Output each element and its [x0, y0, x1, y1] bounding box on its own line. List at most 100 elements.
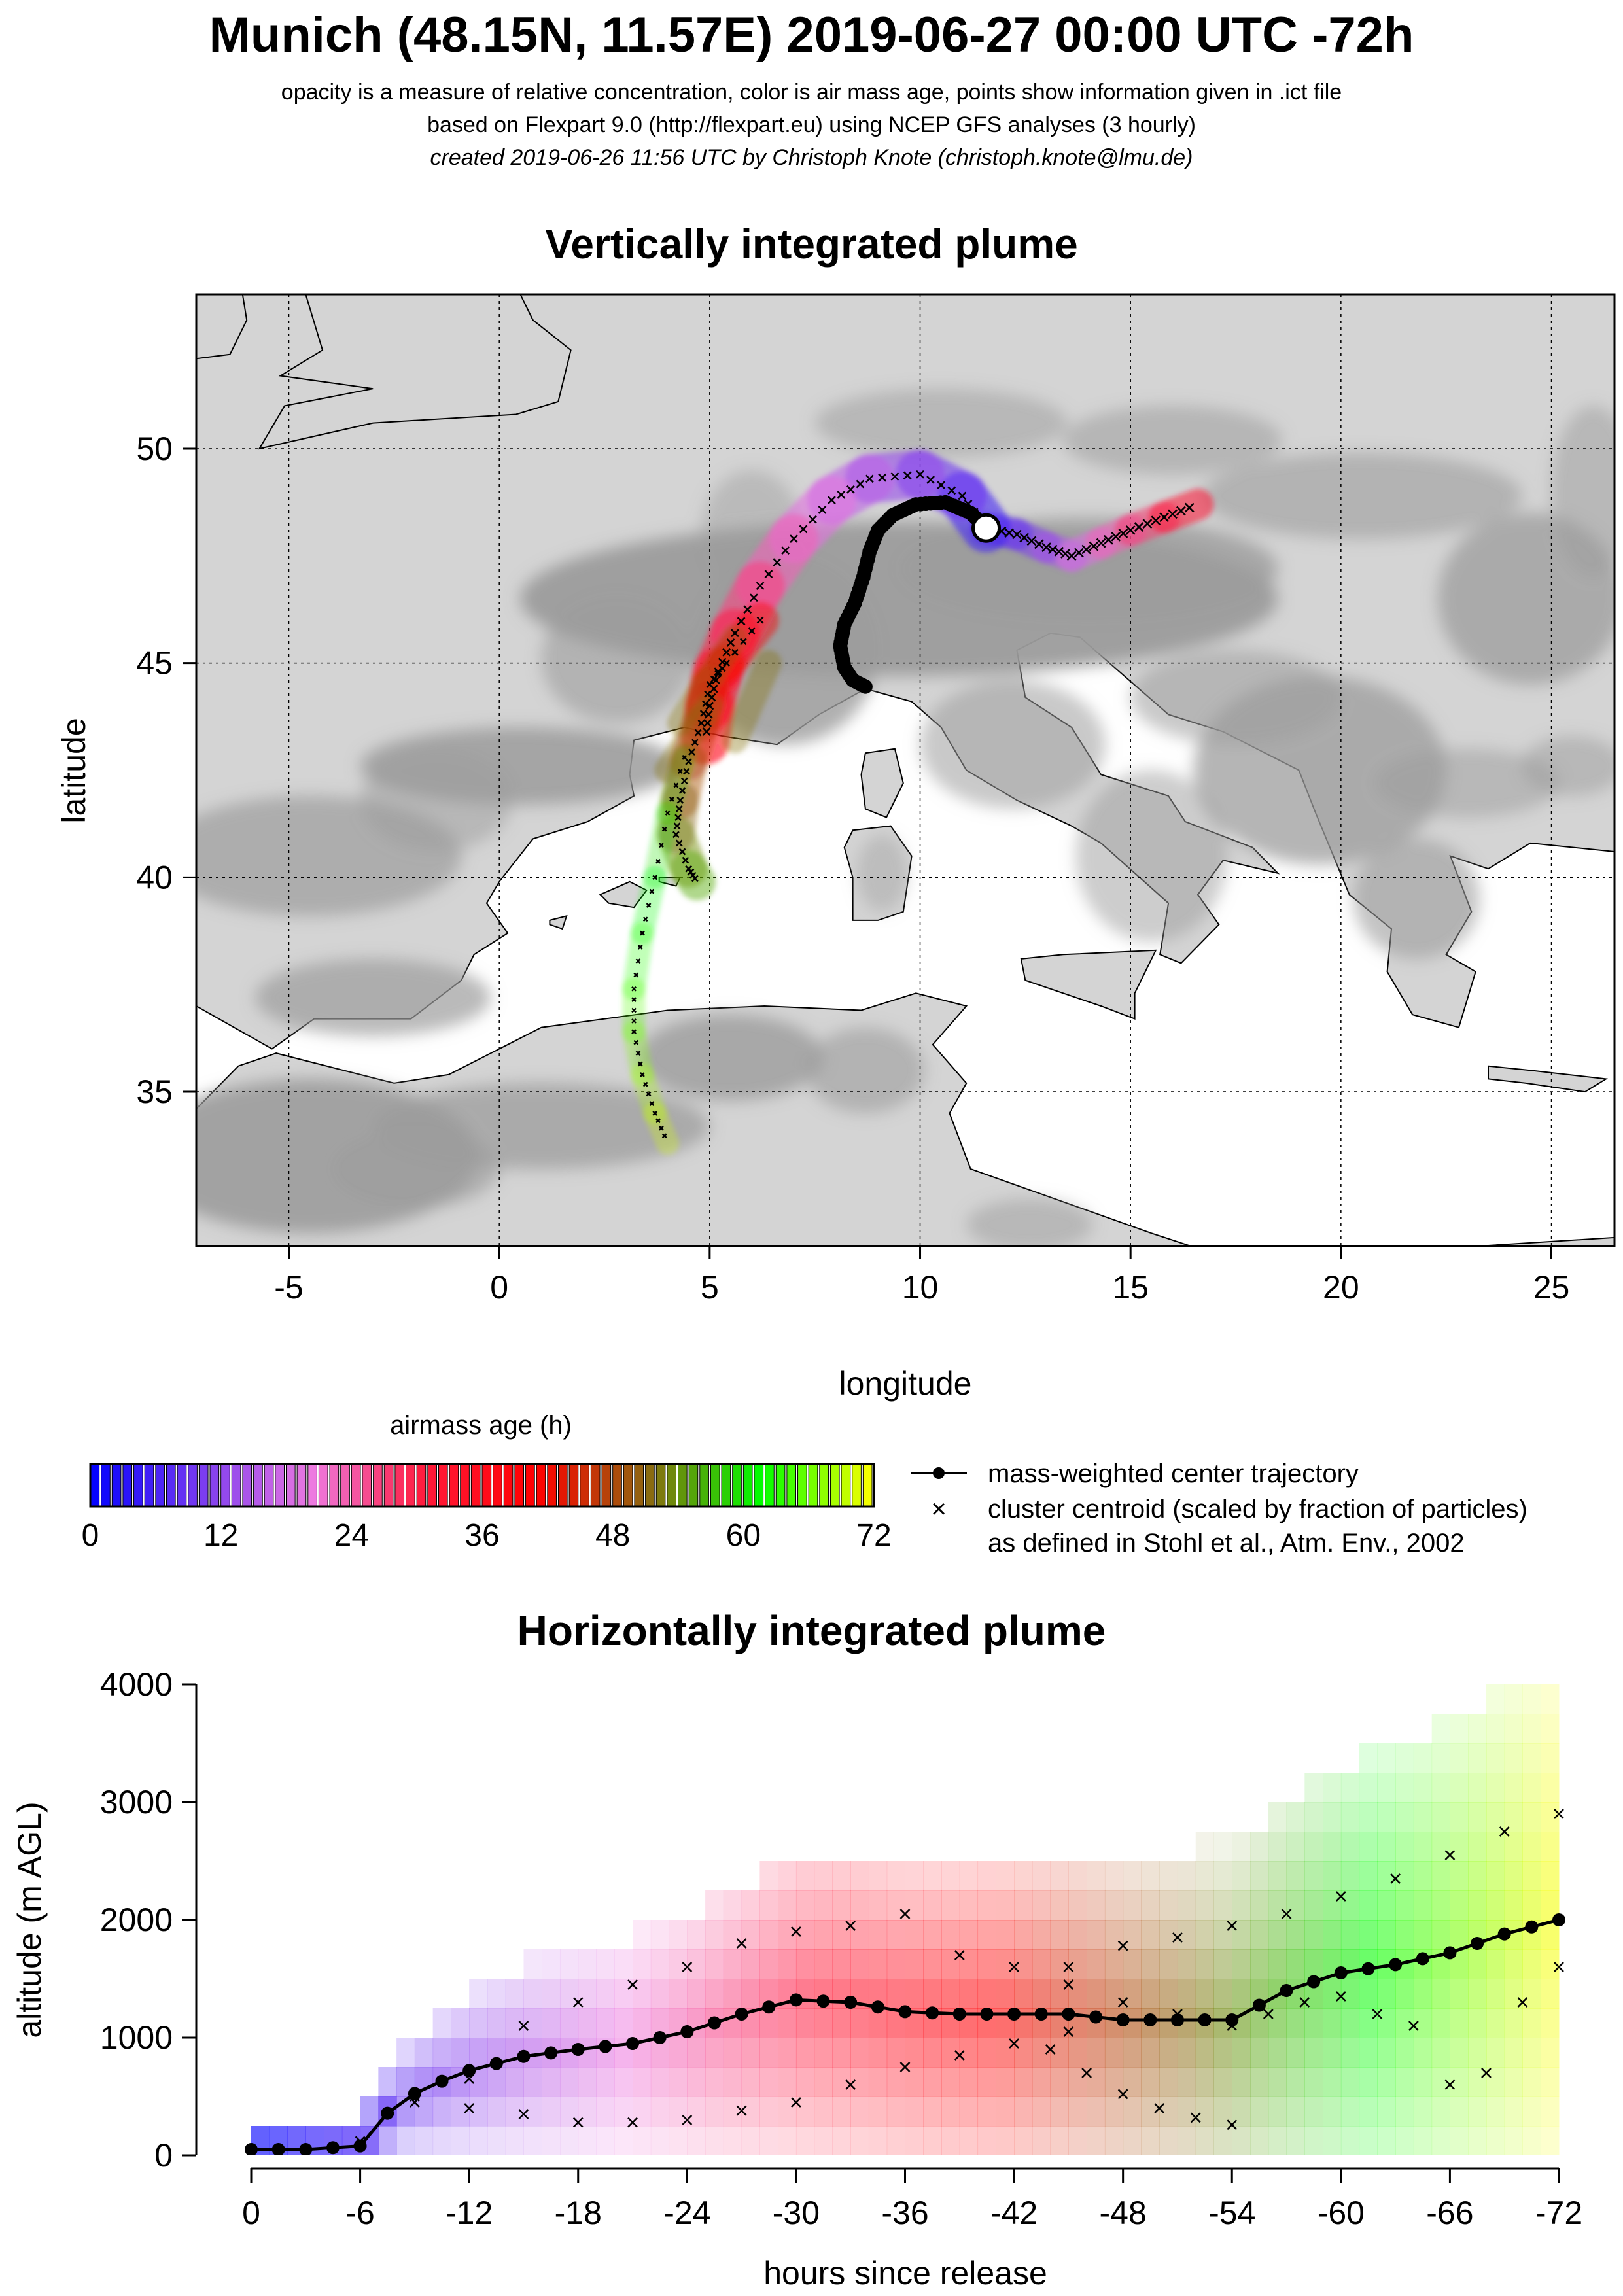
heatmap-cell	[1286, 1949, 1305, 1979]
heatmap-cell	[1359, 1743, 1378, 1773]
profile-center-point	[980, 2008, 994, 2021]
heatmap-cell	[650, 2096, 670, 2127]
heatmap-cell	[1395, 2096, 1414, 2127]
heatmap-cell	[905, 2038, 924, 2068]
cluster-centroid-cross	[702, 727, 711, 736]
cluster-centroid-cross	[947, 486, 956, 495]
profile-center-point	[1034, 2008, 1048, 2021]
heatmap-cell	[1359, 2067, 1378, 2097]
heatmap-cell	[1032, 1890, 1051, 1921]
terrain-blob	[541, 594, 693, 723]
terrain-blob	[814, 389, 1068, 458]
heatmap-cell	[542, 1949, 561, 1979]
heatmap-cell	[1032, 1979, 1051, 2009]
heatmap-cell	[1177, 2067, 1196, 2097]
heatmap-cell	[1504, 1684, 1523, 1714]
subtitle-credits: created 2019-06-26 11:56 UTC by Christop…	[430, 145, 1193, 170]
profile-x-tick-label: -36	[881, 2195, 928, 2231]
cluster-centroid-cross	[705, 701, 714, 710]
profile-cluster-cross	[1554, 1962, 1564, 1972]
profile-cluster-cross	[1444, 2079, 1456, 2090]
heatmap-cell	[886, 2126, 905, 2155]
heatmap-cell	[1486, 1802, 1505, 1832]
heatmap-cell	[1359, 1802, 1378, 1832]
colorbar-cell	[557, 1463, 568, 1507]
profile-cluster-cross	[845, 2079, 856, 2090]
heatmap-cell	[1304, 2038, 1323, 2068]
cluster-centroid-cross	[673, 822, 681, 830]
map-panel: -5 0 5 10 15 20 25 35 40 45 50 longitude latitude	[56, 293, 1616, 1402]
heatmap-cell	[759, 1920, 778, 1950]
heatmap-cell	[1087, 1920, 1106, 1950]
land-polygon	[196, 992, 1614, 1246]
heatmap-cell	[977, 1949, 996, 1979]
heatmap-cell	[996, 2126, 1015, 2155]
heatmap-cell	[814, 1890, 833, 1921]
cluster-centroid-cross	[790, 534, 798, 543]
heatmap-cell	[1050, 1890, 1069, 1921]
heatmap-cell	[1286, 1802, 1305, 1832]
profile-center-point	[1471, 1937, 1484, 1950]
heatmap-cell	[542, 2096, 561, 2127]
heatmap-cell	[886, 2096, 905, 2127]
profile-x-tick-label: -42	[990, 2195, 1038, 2231]
profile-x-tick-label: -24	[663, 2195, 710, 2231]
heatmap-cell	[1123, 1861, 1142, 1891]
heatmap-cell	[505, 2126, 524, 2155]
profile-cluster-cross	[1045, 2044, 1056, 2055]
heatmap-cell	[687, 1920, 706, 1950]
heatmap-cell	[923, 2067, 942, 2097]
heatmap-cell	[1450, 1832, 1469, 1862]
heatmap-cell	[741, 1890, 760, 1921]
heatmap-cell	[868, 1890, 888, 1921]
heatmap-cell	[1195, 2126, 1214, 2155]
colorbar-cell	[612, 1463, 622, 1507]
profile-x-tick-label: 0	[242, 2195, 260, 2231]
terrain-blob	[966, 1198, 1093, 1246]
cluster-centroid-cross	[704, 710, 713, 719]
profile-cluster-cross	[845, 1921, 856, 1931]
heatmap-cell	[1068, 1920, 1087, 1950]
heatmap-cell	[1123, 1949, 1142, 1979]
heatmap-cell	[905, 1861, 924, 1891]
cluster-centroid-cross	[676, 796, 684, 804]
heatmap-cell	[1087, 1890, 1106, 1921]
heatmap-cell	[1087, 1979, 1106, 2009]
heatmap-cell	[1232, 1832, 1251, 1862]
profile-cluster-cross	[736, 2105, 747, 2116]
heatmap-cell	[1250, 1890, 1269, 1921]
heatmap-cell	[1014, 1861, 1033, 1891]
heatmap-cell	[705, 2067, 724, 2097]
heatmap-cell	[759, 1861, 778, 1891]
colorbar-cell	[503, 1463, 514, 1507]
heatmap-cell	[1268, 1949, 1287, 1979]
cluster-centroid-cross	[637, 944, 643, 950]
cluster-centroid-cross	[1111, 531, 1121, 542]
heatmap-cell	[1232, 1890, 1251, 1921]
profile-x-tick-label: -60	[1318, 2195, 1365, 2231]
cluster-centroid-cross	[722, 648, 731, 657]
colorbar-cell	[90, 1463, 100, 1507]
heatmap-cell	[1159, 1949, 1178, 1979]
heatmap-cell	[1431, 2008, 1450, 2038]
colorbar-cell	[133, 1463, 143, 1507]
cluster-centroid-cross	[926, 476, 935, 484]
heatmap-cell	[814, 1920, 833, 1950]
profile-cluster-cross	[1063, 2026, 1074, 2037]
heatmap-cell	[959, 1890, 979, 1921]
heatmap-cell	[1450, 1890, 1469, 1921]
heatmap-cell	[633, 2067, 652, 2097]
cluster-centroid-cross	[1176, 506, 1186, 516]
heatmap-cell	[1541, 1979, 1560, 2009]
colorbar-tick-label: 36	[464, 1518, 499, 1553]
heatmap-cell	[1159, 1890, 1178, 1921]
heatmap-cell	[795, 1949, 815, 1979]
heatmap-cell	[1123, 1979, 1142, 2009]
heatmap-cell	[650, 1920, 670, 1950]
heatmap-cell	[1395, 1802, 1414, 1832]
heatmap-cell	[723, 2038, 742, 2068]
heatmap-cell	[1486, 2126, 1505, 2155]
heatmap-cell	[996, 1920, 1015, 1950]
terrain-blob	[920, 680, 1106, 809]
heatmap-cell	[1504, 1802, 1523, 1832]
